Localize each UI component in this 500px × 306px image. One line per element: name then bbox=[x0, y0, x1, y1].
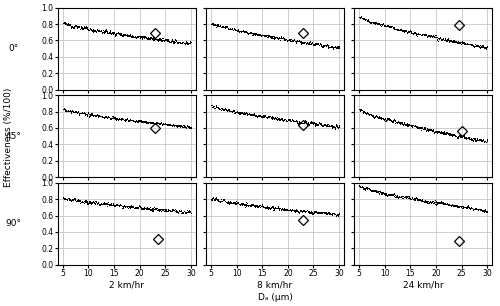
Text: Effectiveness (%/100): Effectiveness (%/100) bbox=[4, 88, 14, 187]
Text: 0°: 0° bbox=[8, 44, 18, 53]
Text: 45°: 45° bbox=[5, 132, 21, 141]
X-axis label: 2 km/hr: 2 km/hr bbox=[110, 281, 144, 290]
X-axis label: 8 km/hr: 8 km/hr bbox=[258, 281, 292, 290]
Text: 90°: 90° bbox=[5, 219, 21, 228]
X-axis label: 24 km/hr: 24 km/hr bbox=[403, 281, 444, 290]
Text: Dₐ (μm): Dₐ (μm) bbox=[258, 293, 292, 302]
